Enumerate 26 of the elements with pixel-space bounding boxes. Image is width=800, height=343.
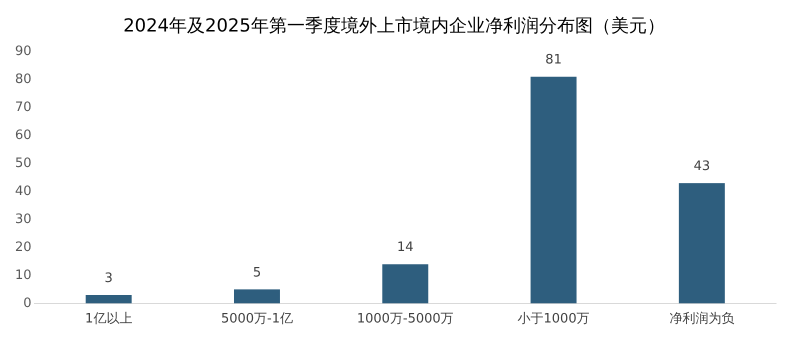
bar — [678, 183, 725, 304]
y-tick-label: 0 — [23, 296, 32, 311]
y-tick-label: 50 — [14, 156, 32, 171]
y-tick-label: 80 — [14, 72, 32, 87]
y-tick-label: 40 — [14, 184, 32, 199]
y-tick-label: 30 — [14, 212, 32, 227]
data-label: 5 — [252, 265, 262, 280]
y-tick-label: 90 — [14, 44, 32, 59]
y-tick-label: 20 — [14, 240, 32, 255]
chart-title: 2024年及2025年第一季度境外上市境内企业净利润分布图（美元） — [123, 15, 665, 36]
y-tick-label: 70 — [14, 100, 32, 115]
bar — [530, 76, 577, 304]
data-label: 14 — [397, 240, 414, 256]
data-label: 81 — [545, 52, 562, 68]
bar — [234, 289, 280, 304]
x-tick-label: 净利润为负 — [669, 312, 734, 327]
x-tick-label: 1000万-5000万 — [356, 312, 454, 327]
y-tick-label: 10 — [14, 268, 32, 283]
x-tick-label: 1亿以上 — [85, 312, 132, 327]
bar — [382, 264, 428, 304]
data-label: 43 — [694, 158, 710, 174]
bar — [86, 295, 132, 304]
data-label: 3 — [104, 270, 113, 286]
x-tick-label: 小于1000万 — [518, 312, 590, 327]
x-tick-label: 5000万-1亿 — [220, 312, 294, 327]
y-tick-label: 60 — [14, 128, 32, 143]
